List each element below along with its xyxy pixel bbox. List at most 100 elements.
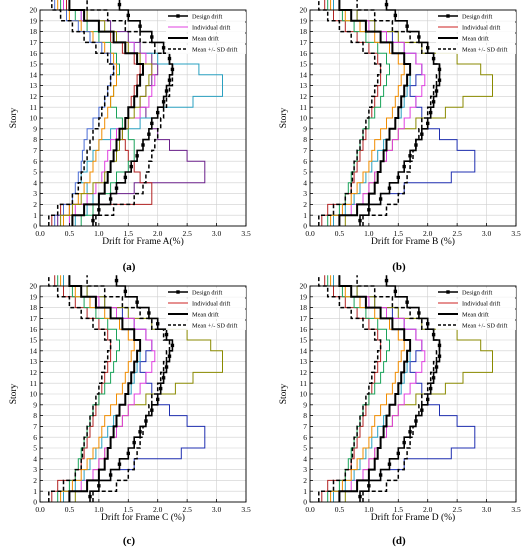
design-drift-marker [426,121,430,126]
individual-drift-line-7 [330,275,405,502]
design-drift-marker [417,35,421,39]
legend-bg [166,45,246,54]
legend-bg [166,23,246,32]
design-drift-marker [123,175,128,180]
design-drift-marker [88,494,92,499]
design-drift-marker [367,208,371,212]
y-tick-label: 3 [303,465,307,474]
y-tick-label: 15 [300,336,308,345]
design-drift-marker [117,462,122,466]
y-tick-label: 0 [303,222,307,231]
y-tick-label: 16 [300,325,308,334]
y-tick-label: 14 [300,70,308,79]
design-drift-marker [402,440,406,445]
design-drift-marker [437,78,442,82]
mean-plus-sd-line [86,0,174,226]
mean-plus-sd-line [356,275,441,502]
y-tick-label: 0 [33,222,37,231]
design-drift-line [359,0,441,226]
y-axis-label: Story [279,107,289,128]
y-axis-label: Story [9,383,19,404]
y-tick-label: 19 [30,16,38,25]
design-drift-marker [428,110,433,115]
legend-label: Design drift [192,290,223,297]
y-tick-label: 20 [30,282,38,291]
design-drift-marker [108,197,113,201]
y-tick-label: 14 [30,346,38,355]
y-tick-label: 4 [303,178,307,187]
y-tick-label: 7 [33,146,37,155]
y-tick-label: 12 [300,92,308,101]
design-drift-marker [150,35,154,39]
y-tick-label: 19 [300,16,308,25]
y-tick-label: 2 [303,200,307,209]
panel-caption: (a) [123,261,136,273]
design-drift-marker [91,218,95,223]
mean-minus-sd-line [318,0,382,226]
design-drift-marker [387,186,392,190]
y-tick-label: 16 [30,49,38,58]
design-drift-marker [387,462,392,466]
design-drift-marker [158,386,163,391]
y-tick-label: 5 [33,444,37,453]
design-drift-marker [426,397,430,402]
y-tick-label: 16 [30,325,38,334]
y-tick-label: 2 [33,200,37,209]
y-tick-label: 6 [33,157,37,166]
legend-label: Mean +/- SD drift [462,323,508,330]
design-drift-marker [396,175,400,180]
y-tick-label: 12 [300,368,308,377]
individual-drift-line-4 [333,275,426,502]
design-drift-marker [167,56,172,61]
y-tick-label: 20 [300,282,308,291]
legend-label: Mean +/- SD drift [192,323,238,330]
legend: Design drift Individual drift Mean drift Me… [166,12,246,54]
legend-marker [446,290,450,294]
mean-minus-sd-line [318,275,382,502]
x-tick-label: 2.0 [423,505,433,514]
legend-bg [436,288,516,297]
design-drift-marker [117,2,122,7]
y-tick-label: 5 [303,168,307,177]
y-tick-label: 6 [303,433,307,442]
mean-drift-line [68,0,144,226]
x-tick-label: 3.5 [511,229,521,238]
x-tick-label: 3.0 [212,505,222,514]
y-tick-label: 18 [30,303,38,312]
y-tick-label: 0 [33,498,37,507]
chart-panel-a: 0.0 0.5 1.0 1.5 2.0 2.5 3.0 3.50123456789101112… [9,0,251,273]
design-drift-marker [144,419,148,423]
x-tick-label: 3.0 [482,229,492,238]
y-tick-label: 10 [30,114,38,123]
design-drift-marker [414,419,418,423]
design-drift-marker [97,484,101,488]
legend-bg [436,23,516,32]
legend: Design drift Individual drift Mean drift Me… [436,288,516,330]
y-tick-label: 15 [30,336,38,345]
x-axis-label: Drift for Frame D (%) [371,512,455,523]
design-drift-marker [437,343,442,348]
design-drift-marker [420,132,424,136]
design-drift-marker [126,451,130,456]
design-drift-marker [437,67,442,72]
legend-bg [166,310,246,319]
y-tick-label: 19 [30,292,38,301]
legend-label: Mean drift [462,312,489,319]
design-drift-marker [167,78,172,82]
x-tick-label: 0.5 [335,505,345,514]
y-tick-label: 8 [303,411,307,420]
legend-label: Design drift [462,14,493,21]
y-tick-label: 12 [30,368,38,377]
x-tick-label: 2.0 [423,229,433,238]
x-tick-label: 0.0 [305,229,315,238]
design-drift-marker [114,186,119,190]
design-drift-marker [147,132,151,136]
legend-label: Mean drift [192,36,219,43]
design-drift-marker [384,2,389,7]
x-tick-label: 0.5 [65,229,75,238]
panel-caption: (c) [123,535,136,547]
legend-bg [436,34,516,43]
design-drift-marker [170,67,175,72]
design-drift-marker [428,386,433,391]
